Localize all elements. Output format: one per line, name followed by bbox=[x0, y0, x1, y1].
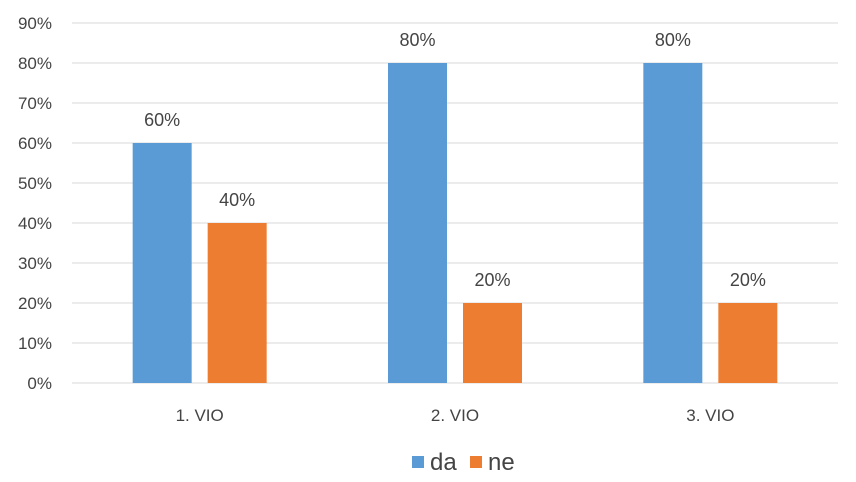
data-label: 80% bbox=[399, 30, 435, 50]
y-tick-label: 0% bbox=[27, 374, 52, 393]
y-tick-label: 90% bbox=[18, 14, 52, 33]
data-label: 40% bbox=[219, 190, 255, 210]
gridlines bbox=[72, 22, 838, 384]
bar-ne bbox=[207, 223, 267, 383]
y-tick-label: 10% bbox=[18, 334, 52, 353]
data-label: 20% bbox=[730, 270, 766, 290]
data-labels: 60% 40% 80% 20% 80% 20% bbox=[144, 30, 766, 290]
data-label: 60% bbox=[144, 110, 180, 130]
bars bbox=[132, 63, 778, 383]
legend-label-ne: ne bbox=[488, 449, 515, 476]
category-label: 1. VIO bbox=[176, 406, 224, 425]
bar-ne bbox=[718, 303, 778, 383]
bar-da bbox=[388, 63, 447, 383]
y-tick-label: 60% bbox=[18, 134, 52, 153]
legend-swatch-ne bbox=[470, 456, 482, 468]
legend: da ne bbox=[412, 449, 515, 476]
x-axis-category-labels: 1. VIO 2. VIO 3. VIO bbox=[176, 406, 735, 425]
data-label: 80% bbox=[655, 30, 691, 50]
y-tick-label: 50% bbox=[18, 174, 52, 193]
y-tick-label: 80% bbox=[18, 54, 52, 73]
category-label: 3. VIO bbox=[686, 406, 734, 425]
bar-ne bbox=[463, 303, 522, 383]
legend-swatch-da bbox=[412, 456, 424, 468]
data-label: 20% bbox=[474, 270, 510, 290]
y-axis-tick-labels: 0% 10% 20% 30% 40% 50% 60% 70% 80% 90% bbox=[18, 14, 52, 393]
legend-label-da: da bbox=[430, 449, 457, 476]
bar-da bbox=[643, 63, 703, 383]
category-label: 2. VIO bbox=[431, 406, 479, 425]
bar-da bbox=[132, 143, 192, 383]
y-tick-label: 70% bbox=[18, 94, 52, 113]
y-tick-label: 20% bbox=[18, 294, 52, 313]
y-tick-label: 30% bbox=[18, 254, 52, 273]
y-tick-label: 40% bbox=[18, 214, 52, 233]
